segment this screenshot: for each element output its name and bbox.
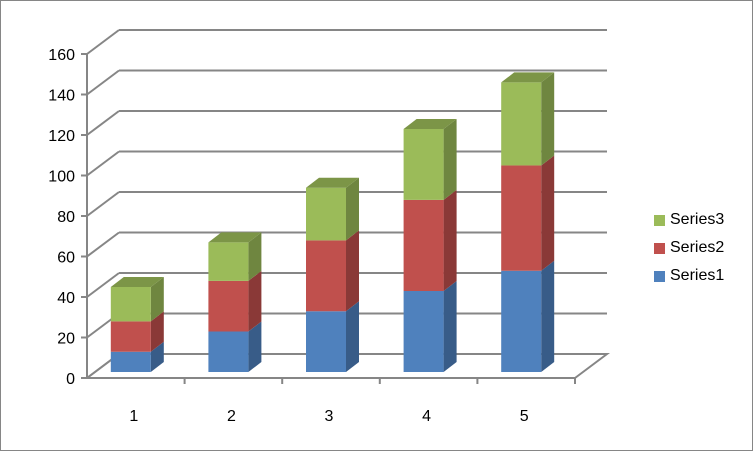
legend-label: Series2 — [670, 239, 725, 256]
bar-side-Series1 — [541, 260, 555, 372]
y-tick-label: 20 — [57, 331, 75, 348]
bar-side-Series1 — [346, 301, 359, 372]
bar-top — [403, 119, 457, 129]
bar-Series1 — [110, 351, 151, 372]
legend: Series3 Series2 Series1 — [654, 206, 724, 290]
bar-side-Series1 — [150, 341, 164, 372]
bar-Series2 — [208, 280, 249, 332]
gridline-diagonal — [86, 272, 120, 298]
bar-side-Series1 — [248, 321, 262, 372]
x-tick-label: 4 — [422, 408, 431, 425]
y-tick-label: 60 — [57, 250, 75, 267]
y-tick-label: 160 — [48, 47, 75, 64]
bar-side-Series2 — [443, 189, 457, 291]
bar-side-Series2 — [541, 155, 555, 271]
gridline-diagonal — [86, 29, 120, 55]
x-tick-label: 1 — [129, 408, 138, 425]
bar-side-Series3 — [541, 72, 555, 166]
legend-item-series1: Series1 — [654, 262, 724, 290]
bar-Series3 — [501, 82, 542, 166]
gridline-diagonal — [86, 150, 120, 177]
floor — [86, 353, 610, 379]
bar-top — [208, 232, 262, 243]
bar-Series2 — [110, 321, 151, 352]
bar-side-Series3 — [248, 232, 262, 281]
gridline-diagonal — [86, 191, 120, 217]
bar-Series1 — [403, 291, 444, 372]
y-tick-label: 40 — [57, 290, 75, 307]
y-tick-label: 80 — [57, 209, 75, 226]
bar-Series3 — [403, 129, 444, 200]
bar-side-Series1 — [443, 281, 457, 372]
bar-Series3 — [306, 187, 346, 241]
gridline-diagonal — [86, 69, 120, 96]
x-tick-label: 2 — [227, 408, 236, 425]
gridline-diagonal — [86, 110, 120, 136]
bar-Series3 — [208, 242, 249, 281]
bar-side-Series3 — [346, 177, 359, 241]
bar-side-Series3 — [443, 119, 457, 200]
bar-Series3 — [110, 286, 151, 322]
bar-top — [110, 276, 164, 287]
legend-label: Series1 — [670, 267, 725, 284]
legend-item-series3: Series3 — [654, 206, 724, 234]
y-tick-label: 140 — [48, 88, 75, 105]
bar-side-Series2 — [150, 311, 164, 352]
bar-Series1 — [208, 331, 249, 372]
legend-swatch-series2 — [654, 242, 665, 254]
y-tick-label: 100 — [48, 169, 75, 186]
bar-Series1 — [306, 311, 346, 372]
gridline-diagonal — [86, 231, 120, 258]
legend-swatch-series1 — [654, 270, 665, 282]
bar-top — [306, 177, 359, 188]
y-tick-label: 120 — [48, 128, 75, 145]
legend-swatch-series3 — [654, 214, 665, 226]
bar-side-Series2 — [248, 270, 262, 332]
legend-label: Series3 — [670, 211, 725, 228]
x-tick-label: 5 — [520, 408, 529, 425]
bar-top — [501, 72, 555, 83]
bar-Series2 — [306, 240, 346, 312]
bar-side-Series3 — [150, 276, 164, 322]
bar-Series2 — [403, 199, 444, 291]
bar-Series2 — [501, 165, 542, 271]
x-tick-label: 3 — [325, 408, 334, 425]
legend-item-series2: Series2 — [654, 234, 724, 262]
bar-Series1 — [501, 270, 542, 372]
y-tick-label: 0 — [66, 371, 75, 388]
bar-side-Series2 — [346, 230, 359, 312]
